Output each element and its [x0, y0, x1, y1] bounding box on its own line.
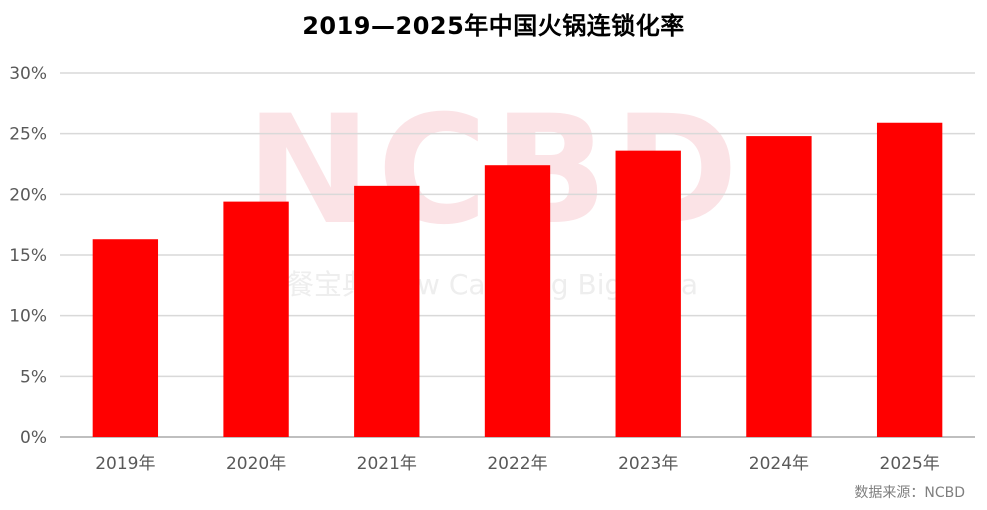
- bar-2022年: [484, 165, 551, 438]
- x-tick-label: 2024年: [749, 454, 809, 474]
- data-source-note: 数据来源：NCBD: [854, 485, 965, 501]
- bar-2019年: [92, 239, 159, 437]
- bar-2025年: [876, 122, 943, 437]
- bar-2021年: [354, 185, 420, 437]
- bar-2023年: [615, 150, 681, 438]
- y-tick-label: 15%: [9, 246, 47, 266]
- y-tick-label: 5%: [20, 367, 47, 387]
- y-tick-label: 30%: [9, 64, 47, 84]
- x-axis: 2019年 2020年 2021年 2022年 2023年 2024年 2025年: [95, 454, 940, 474]
- x-tick-label: 2019年: [95, 454, 155, 474]
- x-tick-label: 2023年: [618, 454, 678, 474]
- chart-title: 2019—2025年中国火锅连锁化率: [302, 12, 685, 40]
- y-tick-label: 10%: [9, 307, 47, 327]
- x-tick-label: 2021年: [357, 454, 417, 474]
- y-axis: 0% 5% 10% 15% 20% 25% 30%: [9, 64, 47, 448]
- bars: [92, 122, 943, 438]
- x-tick-label: 2022年: [487, 454, 547, 474]
- y-tick-label: 20%: [9, 185, 47, 205]
- x-tick-label: 2020年: [226, 454, 286, 474]
- bar-2020年: [223, 201, 289, 437]
- bar-2024年: [746, 136, 812, 438]
- x-tick-label: 2025年: [880, 454, 940, 474]
- y-tick-label: 0%: [20, 428, 47, 448]
- y-tick-label: 25%: [9, 125, 47, 145]
